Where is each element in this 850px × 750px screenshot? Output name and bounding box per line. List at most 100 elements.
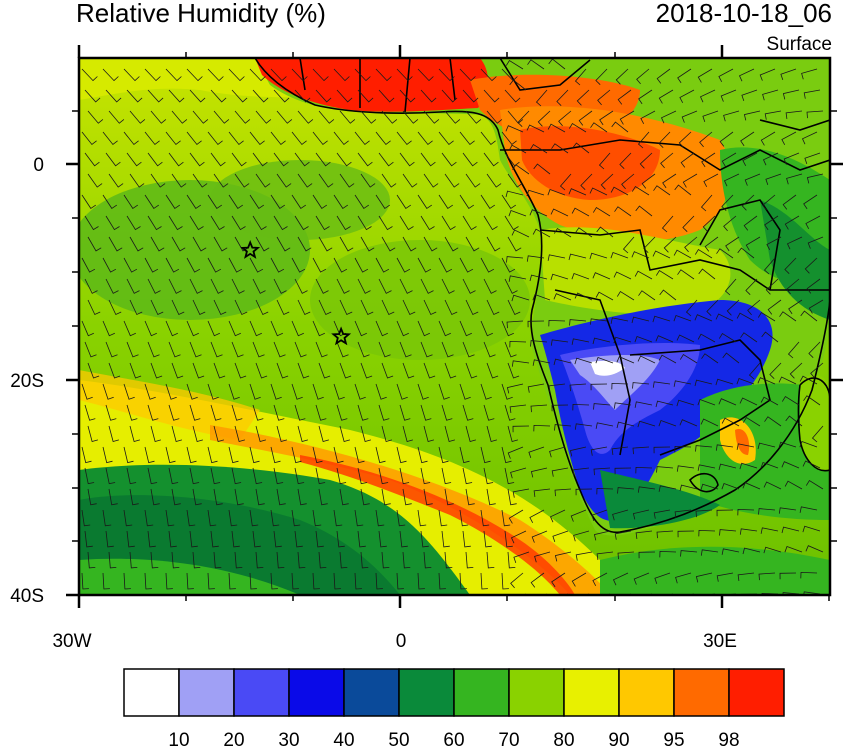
wind-barb — [165, 383, 177, 400]
wind-barb — [572, 403, 590, 411]
wind-barb — [782, 592, 800, 595]
wind-barb — [105, 341, 118, 358]
wind-barb — [123, 383, 135, 400]
wind-barb — [249, 446, 260, 464]
wind-barb — [270, 320, 283, 337]
wind-barb — [656, 68, 671, 84]
wind-barb — [465, 362, 478, 379]
wind-barb — [614, 206, 632, 217]
wind-barb — [147, 530, 156, 548]
wind-barb — [249, 320, 262, 337]
wind-barb — [483, 278, 497, 294]
wind-barb — [459, 257, 474, 273]
wind-barb — [84, 341, 97, 358]
wind-barb — [336, 404, 348, 421]
wind-barb — [677, 269, 695, 280]
wind-barb — [679, 419, 698, 427]
wind-barb — [297, 299, 311, 316]
wind-barb — [360, 110, 377, 124]
wind-barb — [784, 257, 797, 274]
wind-barb — [378, 89, 395, 103]
wind-barb — [108, 173, 124, 188]
wind-barb — [270, 383, 282, 400]
wind-barb — [165, 257, 180, 273]
wind-barb — [508, 144, 527, 154]
wind-barb — [318, 173, 334, 188]
wind-barb — [192, 236, 207, 252]
wind-barb — [783, 152, 800, 165]
wind-barb — [165, 320, 178, 337]
wind-barb — [526, 124, 545, 133]
wind-barb — [532, 293, 551, 301]
wind-barb — [189, 341, 202, 358]
wind-barb — [595, 356, 614, 364]
wind-barb — [210, 467, 221, 485]
wind-barb — [420, 152, 436, 167]
wind-barb — [510, 572, 524, 589]
wind-barb — [333, 509, 343, 527]
wind-barb — [333, 68, 350, 82]
wind-barb — [150, 488, 160, 506]
wind-barb — [726, 299, 740, 316]
wind-barb — [742, 547, 761, 555]
wind-barb — [597, 89, 611, 106]
wind-barb — [312, 257, 327, 273]
wind-barb — [655, 269, 674, 280]
wind-barb — [360, 551, 369, 569]
wind-barb — [438, 68, 455, 82]
wind-barb — [762, 194, 776, 211]
wind-barb — [509, 79, 527, 91]
wind-barb — [333, 383, 345, 400]
wind-barb — [697, 464, 716, 471]
wind-barb — [144, 257, 159, 273]
wind-barb — [595, 291, 614, 301]
wind-barb — [744, 173, 761, 186]
wind-barb — [682, 215, 695, 232]
wind-barb — [590, 383, 608, 391]
wind-barb — [631, 316, 650, 324]
wind-barb — [526, 189, 545, 197]
wind-barb — [123, 446, 134, 464]
wind-barb — [804, 257, 818, 274]
wind-barb — [506, 256, 524, 263]
wind-barb — [318, 551, 327, 569]
wind-barb — [680, 152, 695, 168]
lon-label-30e: 30E — [703, 631, 737, 652]
wind-barb — [718, 463, 737, 471]
wind-barb — [270, 446, 281, 464]
wind-barb — [270, 131, 286, 146]
wind-barb — [763, 481, 782, 490]
wind-barb — [694, 379, 713, 387]
wind-barb — [441, 467, 452, 485]
wind-barb — [533, 163, 551, 175]
wind-barb — [378, 593, 380, 595]
wind-barb — [780, 68, 797, 81]
wind-barb — [483, 341, 496, 358]
wind-barb — [716, 248, 734, 259]
wind-barb — [801, 68, 818, 80]
wind-barb — [441, 404, 453, 421]
wind-barb — [483, 152, 499, 167]
colorbar-label: 98 — [718, 730, 739, 750]
wind-barb — [105, 530, 114, 548]
wind-barb — [634, 335, 653, 343]
wind-barb — [615, 68, 629, 85]
wind-barb — [231, 215, 246, 231]
chart-title: Relative Humidity (%) — [76, 0, 326, 28]
wind-barb — [462, 215, 477, 231]
wind-barb — [462, 89, 479, 103]
wind-barb — [378, 404, 390, 421]
wind-barb — [737, 572, 755, 581]
wind-barb — [270, 194, 286, 209]
wind-barb — [673, 380, 692, 387]
wind-barb — [742, 482, 761, 490]
wind-barb — [462, 152, 478, 167]
wind-barb — [192, 110, 209, 124]
wind-barb — [677, 530, 695, 538]
wind-barb — [507, 551, 516, 569]
wind-barb — [168, 215, 183, 231]
wind-barb — [423, 236, 438, 252]
colorbar-swatch — [343, 668, 400, 717]
wind-barb — [635, 530, 653, 539]
wind-barb — [444, 236, 459, 252]
